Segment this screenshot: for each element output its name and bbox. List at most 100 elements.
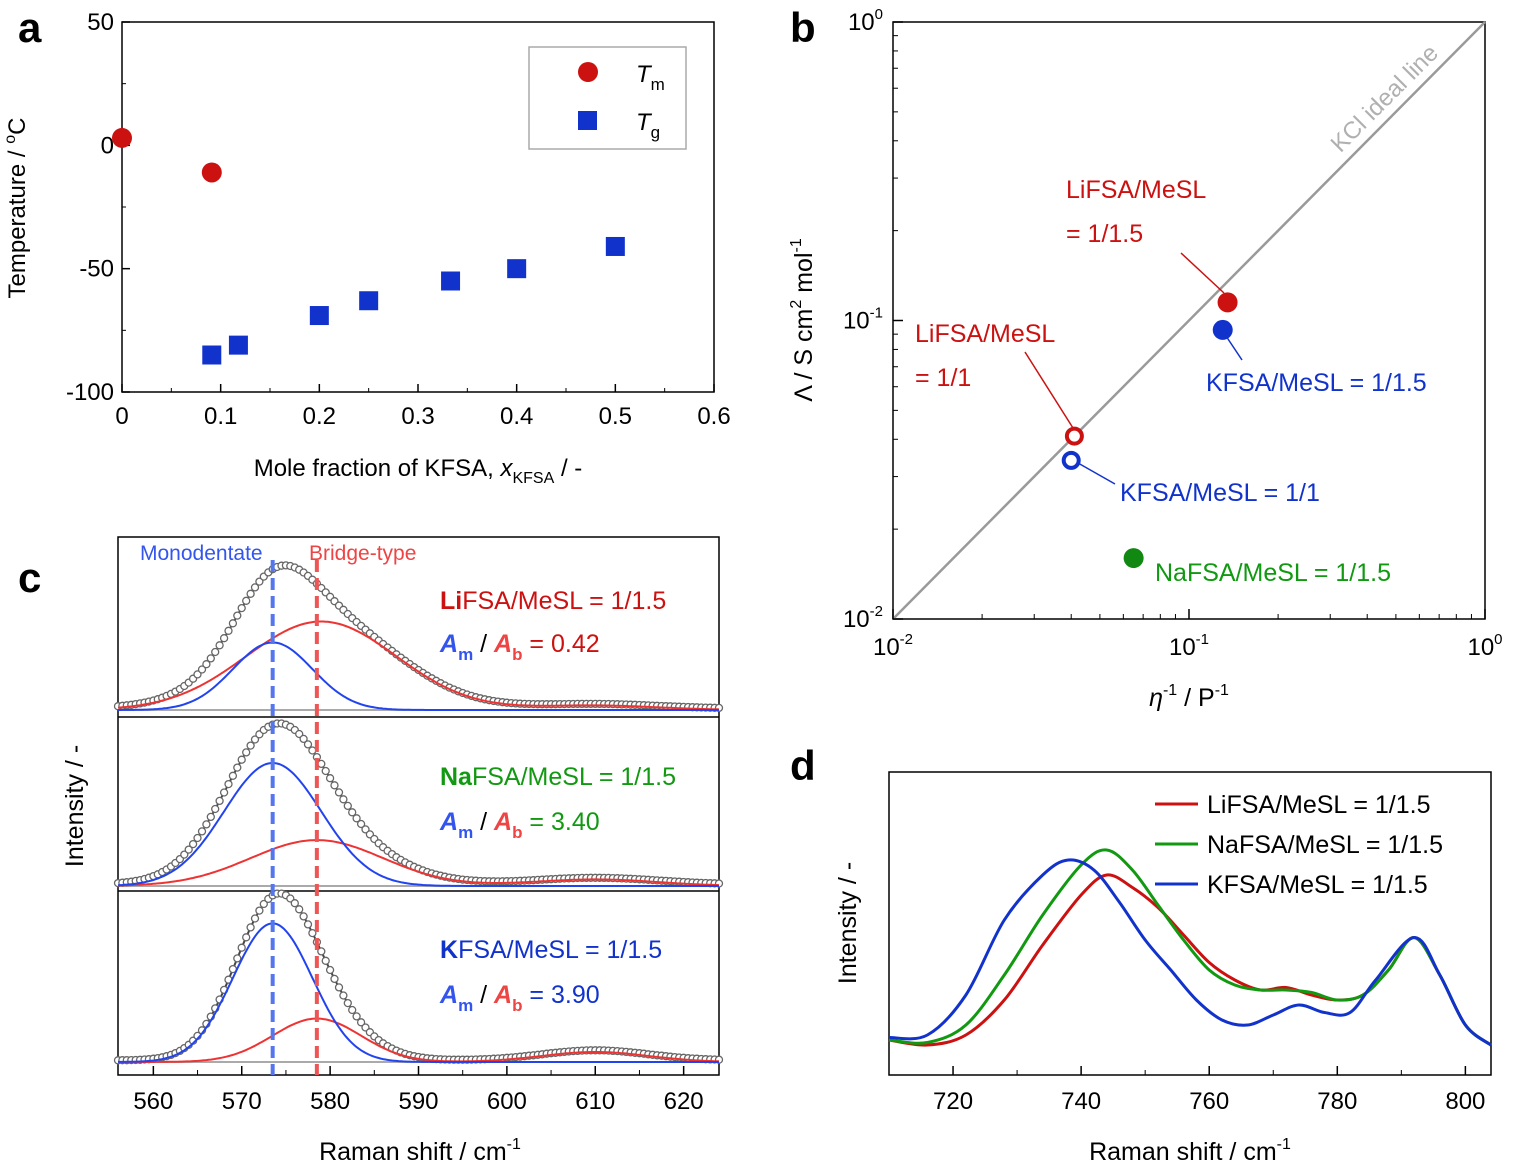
c-data-point (224, 626, 233, 635)
c-data-point (308, 928, 317, 938)
c-data-point (343, 801, 352, 811)
c-data-point (334, 983, 344, 992)
c-data-point (250, 583, 260, 592)
chart-b-ylabel: Λ / S cm2 mol-1 (788, 238, 818, 402)
b-point (1212, 319, 1233, 340)
c-data-point (184, 845, 193, 854)
c-data-point (356, 819, 366, 829)
chart-b-xlabel: η-1 / P-1 (1149, 682, 1229, 712)
leader-kfsa-1 (1077, 462, 1116, 485)
chart-b-marks (1061, 292, 1238, 569)
c-data-point (206, 654, 215, 663)
c-xtick-label: 610 (575, 1088, 615, 1115)
k-salt-label: KFSA/MeSL = 1/1.5 (440, 936, 662, 964)
b-point-open (1061, 450, 1081, 470)
c-data-point (233, 954, 242, 963)
chart-c-curves (113, 561, 724, 1065)
b-point (1217, 292, 1238, 313)
c-data-point (330, 781, 339, 790)
c-xtick-label: 590 (398, 1088, 438, 1115)
d-legend-label: LiFSA/MeSL = 1/1.5 (1207, 791, 1431, 819)
chart-d-curves (888, 848, 1492, 1047)
a-xtick-label: 0 (115, 403, 128, 430)
na-salt-label: NaFSA/MeSL = 1/1.5 (440, 763, 676, 791)
c-data-point (339, 991, 348, 1000)
a-point-g (359, 291, 379, 311)
c-xtick-label: 580 (310, 1088, 350, 1115)
chart-a: 0 0.1 0.2 0.3 0.4 0.5 0.6 -100 -50 0 50 Tm Tg Mole… (2, 9, 731, 487)
c-data-point (197, 665, 207, 674)
c-data-point (250, 735, 260, 744)
c-data-point (242, 748, 251, 757)
leader-lifsa-1 (1024, 351, 1074, 429)
chart-a-marks (112, 127, 625, 365)
c-data-point (295, 905, 304, 914)
leader-lifsa-15 (1180, 252, 1225, 294)
panel-letter-a: a (18, 4, 42, 51)
c-data-point (193, 833, 202, 843)
d-legend-label: NaFSA/MeSL = 1/1.5 (1207, 831, 1443, 859)
c-data-point (250, 914, 260, 923)
c-data-point (215, 641, 224, 650)
a-xtick-label: 0.1 (204, 403, 237, 430)
chart-c: 560 570 580 590 600 610 620 Monodentate Bridge… (61, 536, 724, 1166)
c-data-point (348, 808, 357, 817)
c-data-point (197, 827, 207, 836)
legend-tm-label: Tm (636, 61, 665, 94)
chart-d-ylabel: Intensity / - (834, 862, 862, 984)
c-bridge-curve (118, 1017, 719, 1063)
c-data-point (237, 603, 246, 613)
chart-c-xlabel: Raman shift / cm-1 (319, 1136, 521, 1166)
c-mono-curve (118, 641, 719, 711)
b-point (1123, 548, 1144, 569)
d-series-line (888, 848, 1492, 1047)
c-sum-curve (117, 892, 720, 1062)
c-data-point (334, 788, 344, 797)
d-xtick-label: 720 (933, 1088, 973, 1115)
c-data-point (308, 746, 317, 755)
label-nafsa-15: NaFSA/MeSL = 1/1.5 (1155, 559, 1391, 587)
legend-tm-marker (578, 62, 598, 82)
li-salt-label: LiFSA/MeSL = 1/1.5 (440, 587, 666, 615)
kcl-ideal-line (892, 21, 1486, 620)
kcl-ideal-line-label: KCl ideal line (1326, 40, 1444, 158)
c-data-point (233, 611, 242, 620)
label-lifsa-15-line2: = 1/1.5 (1066, 220, 1143, 248)
a-ytick-label: 50 (87, 9, 114, 36)
a-xtick-label: 0.2 (303, 403, 336, 430)
li-ratio-label: Am / Ab = 0.42 (439, 630, 600, 664)
k-ratio-label: Am / Ab = 3.90 (439, 981, 600, 1015)
c-data-point (361, 825, 370, 834)
a-xtick-label: 0.6 (697, 403, 730, 430)
a-xtick-label: 0.5 (599, 403, 632, 430)
c-data-point (242, 596, 251, 605)
a-ytick-label: -100 (66, 379, 114, 406)
c-data-point (246, 741, 255, 750)
a-point-g (228, 335, 248, 355)
label-lifsa-1-line1: LiFSA/MeSL (915, 320, 1055, 348)
d-xtick-label: 800 (1445, 1088, 1485, 1115)
chart-c-ticks: 560 570 580 590 600 610 620 (133, 1066, 704, 1115)
chart-b-ticks: 10-210-2 10-1 10-1 100 100 (843, 6, 1503, 661)
c-data-point (180, 850, 189, 859)
a-point-g (202, 345, 222, 365)
c-data-point (242, 933, 251, 942)
c-data-point (303, 740, 313, 749)
c-data-point (219, 634, 229, 643)
panel-letter-b: b (790, 4, 816, 51)
c-data-point (228, 619, 238, 628)
c-data-point (202, 820, 211, 829)
c-data-point (343, 998, 352, 1008)
c-data-point (356, 1018, 366, 1027)
c-data-point (206, 812, 215, 822)
c-xtick-label: 600 (487, 1088, 527, 1115)
panel-letter-d: d (790, 742, 816, 789)
d-series-line (888, 858, 1492, 1047)
c-xtick-label: 560 (133, 1088, 173, 1115)
c-sum-curve (117, 722, 720, 885)
d-xtick-label: 760 (1189, 1088, 1229, 1115)
c-data-point (237, 943, 246, 952)
d-series-line (888, 873, 1492, 1047)
c-data-point (246, 923, 255, 932)
